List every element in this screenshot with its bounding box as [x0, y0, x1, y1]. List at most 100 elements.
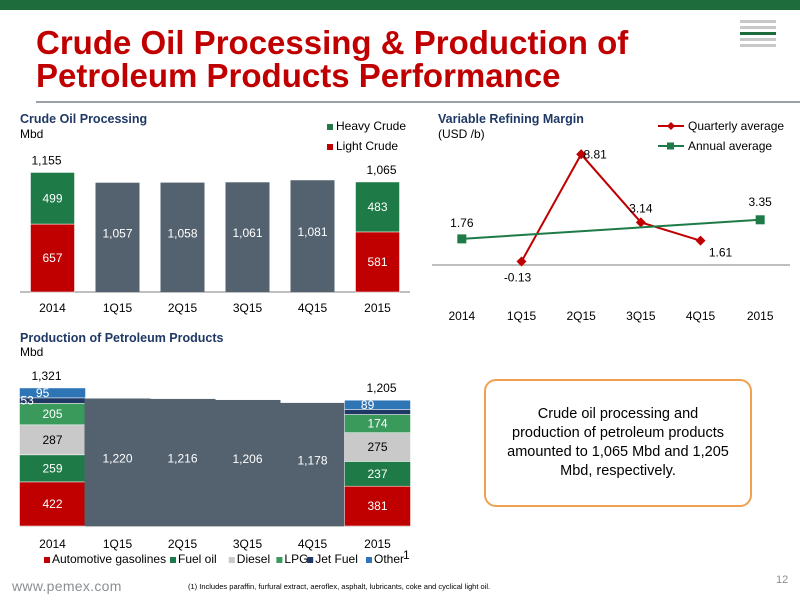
products-bar-segment	[344, 485, 411, 527]
margin-point-marker	[755, 215, 765, 225]
crude-chart-title: Crude Oil Processing	[20, 112, 148, 126]
margin-point-label: -0.13	[504, 271, 532, 285]
margin-legend-label: Annual average	[688, 139, 772, 153]
brand-top-bar	[0, 0, 800, 10]
margin-legend-marker	[667, 142, 674, 150]
products-segment-label: 422	[42, 497, 62, 511]
products-bar-segment	[344, 399, 411, 410]
products-legend-swatch	[170, 557, 176, 563]
crude-tick-label: 2014	[39, 301, 66, 315]
products-bar	[149, 398, 216, 526]
margin-point-marker	[457, 234, 467, 244]
crude-segment-label: 483	[367, 200, 387, 214]
margin-point-label: 1.76	[450, 216, 474, 230]
products-bar-label: 1,178	[297, 453, 327, 467]
crude-segment-label: 581	[367, 255, 387, 269]
margin-point-label: 3.35	[748, 195, 772, 209]
products-segment-label: 287	[42, 433, 62, 447]
margin-chart-unit: (USD /b)	[438, 127, 485, 141]
products-legend-swatch	[366, 557, 372, 563]
products-segment-label: 48	[412, 405, 426, 419]
crude-chart-unit: Mbd	[20, 127, 44, 141]
margin-point-marker	[516, 256, 527, 267]
crude-total-label: 1,155	[31, 154, 61, 168]
pemex-logo-icon	[740, 20, 776, 47]
products-legend-label: Other	[374, 552, 404, 566]
margin-tick-label: 3Q15	[626, 309, 656, 323]
products-legend-swatch	[44, 557, 50, 563]
margin-point-marker	[695, 235, 706, 246]
products-segment-label: 259	[42, 461, 62, 475]
margin-tick-label: 4Q15	[686, 309, 716, 323]
products-segment-label: 381	[367, 499, 387, 513]
products-segment-label: 53	[21, 394, 35, 408]
products-legend-label: Automotive gasolines	[52, 552, 166, 566]
products-bar-segment	[19, 454, 86, 483]
margin-legend-label: Quarterly average	[688, 119, 784, 133]
products-chart-title: Production of Petroleum Products	[20, 331, 224, 345]
crude-segment-label: 499	[42, 191, 62, 205]
products-bar-segment	[19, 424, 86, 456]
products-legend-label: Fuel oil	[178, 552, 217, 566]
products-tick-label: 2014	[39, 537, 66, 551]
summary-callout-text: Crude oil processing and production of p…	[507, 406, 729, 479]
crude-bar	[160, 182, 205, 292]
products-segment-label: 174	[367, 417, 387, 431]
products-legend-swatch	[307, 557, 314, 563]
products-bar-label: 1,220	[102, 451, 132, 465]
margin-series-line	[520, 152, 701, 263]
margin-point-label: 3.14	[629, 201, 653, 215]
products-bar-segment	[19, 387, 86, 399]
products-legend-label: Jet Fuel	[315, 552, 358, 566]
crude-tick-label: 2Q15	[168, 301, 198, 315]
crude-tick-label: 2015	[364, 301, 391, 315]
products-tick-label: 2015	[364, 537, 391, 551]
crude-bar-segment	[355, 181, 400, 233]
products-bar	[214, 399, 281, 526]
products-legend-swatch	[276, 557, 283, 563]
products-bar-segment	[344, 432, 411, 462]
products-segment-label: 237	[367, 467, 387, 481]
margin-tick-label: 2015	[747, 309, 774, 323]
margin-series-line	[461, 218, 761, 240]
products-bar	[84, 398, 151, 526]
crude-bar-segment	[355, 231, 400, 293]
crude-bar-segment	[30, 223, 75, 293]
products-segment-label: 205	[42, 407, 62, 421]
products-bar-segment	[19, 481, 86, 527]
products-chart-unit: Mbd	[20, 345, 44, 359]
margin-point-marker	[635, 217, 646, 228]
products-segment-label: 275	[367, 440, 387, 454]
products-tick-label: 1Q15	[103, 537, 133, 551]
footnote: (1) Includes paraffin, furfural extract,…	[188, 582, 491, 591]
products-bar-label: 1,206	[232, 452, 262, 466]
margin-point-marker	[576, 149, 587, 160]
crude-bar-label: 1,058	[167, 226, 197, 240]
crude-bar-label: 1,057	[102, 226, 132, 240]
crude-bar	[290, 180, 335, 292]
products-legend-label: LPG	[284, 552, 308, 566]
products-segment-label: 89	[361, 398, 375, 412]
products-segment-label: 95	[36, 386, 50, 400]
summary-callout: Crude oil processing and production of p…	[484, 379, 752, 507]
products-bar	[279, 402, 346, 526]
products-total-label: 1,205	[366, 381, 396, 395]
crude-legend-swatch	[327, 124, 333, 130]
products-total-label: 1,321	[31, 369, 61, 383]
crude-total-label: 1,065	[366, 163, 396, 177]
margin-tick-label: 2014	[448, 309, 475, 323]
margin-tick-label: 1Q15	[507, 309, 537, 323]
products-bar-segment	[344, 409, 411, 415]
products-tick-label: 2Q15	[168, 537, 198, 551]
page-title: Crude Oil Processing & Production of Pet…	[36, 26, 736, 92]
crude-bar-segment	[30, 172, 75, 225]
products-legend-label: Diesel	[237, 552, 270, 566]
crude-bar-label: 1,061	[232, 226, 262, 240]
crude-tick-label: 4Q15	[298, 301, 328, 315]
margin-point-label: 1.61	[709, 246, 733, 260]
products-tick-label: 4Q15	[298, 537, 328, 551]
crude-bar-label: 1,081	[297, 225, 327, 239]
website-label: www.pemex.com	[12, 578, 122, 594]
